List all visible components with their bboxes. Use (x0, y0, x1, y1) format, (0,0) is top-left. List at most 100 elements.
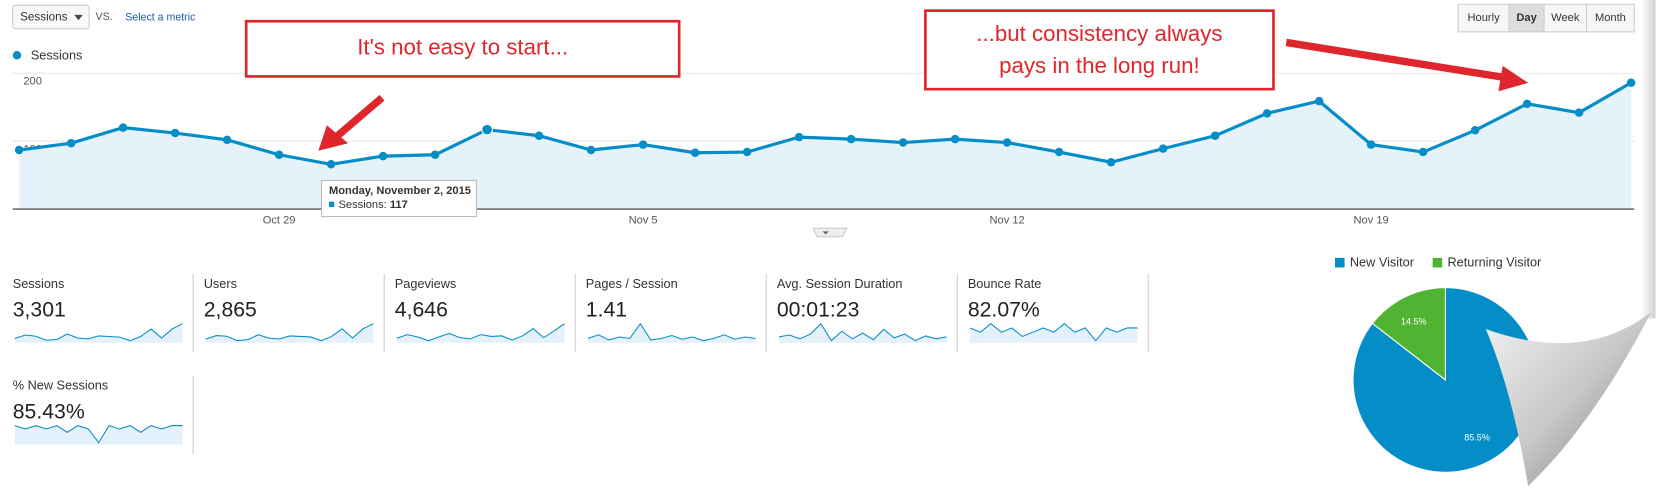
area (19, 82, 1632, 210)
callout-arrowhead (318, 125, 349, 151)
sparkline-area (396, 323, 565, 343)
callout-text: ...but consistency always (976, 21, 1222, 46)
granularity-button[interactable] (1457, 3, 1510, 33)
metric-value: 85.43% (13, 400, 85, 423)
point (1002, 138, 1012, 147)
granularity-button[interactable] (1543, 3, 1588, 33)
dropdown-arrow (74, 14, 83, 21)
metric-value: 82.07% (968, 299, 1040, 322)
metric-label: Bounce Rate (968, 276, 1042, 291)
point (1158, 144, 1168, 153)
point (1574, 108, 1584, 117)
collapse-tab[interactable] (812, 227, 848, 238)
sparkline (14, 424, 183, 444)
point (950, 134, 960, 144)
point (66, 138, 76, 148)
callout-box (244, 19, 681, 78)
page-shadow (1640, 0, 1656, 319)
sparkline (969, 323, 1138, 342)
point (1418, 147, 1428, 157)
legend-swatch (1335, 257, 1345, 268)
x-tick-label: Nov 12 (989, 215, 1024, 227)
button-label: Month (1595, 12, 1626, 24)
metric-dropdown[interactable] (12, 4, 90, 30)
point (118, 123, 128, 132)
button-label: Hourly (1468, 12, 1501, 24)
sparkline-area (205, 323, 374, 343)
tooltip-title: Monday, November 2, 2015 (329, 185, 471, 197)
button-label: Day (1516, 12, 1537, 24)
point (846, 134, 856, 144)
point (1366, 140, 1376, 149)
x-tick-label: Nov 5 (629, 215, 658, 227)
point (898, 138, 908, 147)
point (1522, 99, 1532, 109)
point (222, 135, 232, 145)
x-tick-label: Nov 19 (1353, 215, 1388, 227)
callout-arrowhead (1498, 65, 1529, 92)
sparkline-area (587, 323, 756, 343)
point (586, 145, 596, 155)
point (1314, 96, 1324, 106)
metric-value: 00:01:23 (777, 299, 860, 322)
point (170, 128, 180, 138)
point (534, 131, 544, 140)
point (326, 160, 336, 169)
sparkline (205, 323, 374, 342)
callout-text: It's not easy to start... (357, 35, 568, 60)
callout-box (924, 9, 1275, 91)
sparkline (778, 322, 947, 342)
metrics: Sessions 3,301 Users 2,865 Pageviews 4,646 Pag… (13, 273, 1149, 455)
tooltip-value: 117 (390, 199, 408, 211)
legend-label: Sessions (31, 48, 83, 63)
point (1210, 131, 1220, 140)
tooltip-swatch (328, 201, 335, 207)
point (378, 151, 388, 161)
x-tick-label: Oct 29 (263, 215, 296, 227)
tooltip: Monday, November 2, 2015 Sessions: 117 (321, 179, 478, 218)
line (18, 81, 1632, 166)
sparkline-area (14, 323, 183, 343)
point (1106, 157, 1116, 167)
tooltip-row: Sessions: 117 (339, 199, 408, 211)
sparkline-area (14, 425, 183, 445)
granularity-button[interactable] (1508, 3, 1545, 33)
point (1470, 126, 1480, 135)
sparkline (14, 323, 183, 342)
point (690, 148, 700, 157)
legend-label: New Visitor (1350, 255, 1415, 270)
legend-swatch (1432, 257, 1443, 268)
metric-label: Sessions (20, 11, 67, 24)
slice-label: 85.5% (1464, 432, 1490, 442)
metric-value: 1.41 (586, 299, 627, 322)
point (430, 150, 440, 160)
vs-label: VS. (96, 11, 113, 23)
button-label: Week (1551, 12, 1580, 24)
metric-label: Avg. Session Duration (777, 276, 903, 291)
metric-label: Users (204, 276, 237, 291)
point (1262, 109, 1272, 118)
metric-label: % New Sessions (13, 378, 108, 393)
callout-arrow (1285, 38, 1506, 82)
granularity-button[interactable] (1586, 3, 1635, 33)
legend-swatch (12, 50, 22, 60)
select-metric-link[interactable]: Select a metric (125, 11, 196, 23)
pie-slice (1371, 287, 1446, 382)
sparkline (587, 322, 756, 342)
granularity-buttons: Hourly Day Week Month (1457, 3, 1635, 33)
metric-value: 4,646 (395, 299, 448, 322)
callout-text: pays in the long run! (999, 53, 1200, 78)
slice-label: 14.5% (1401, 316, 1427, 326)
tooltip-label: Sessions: (339, 199, 387, 211)
sparkline (396, 323, 565, 342)
callout-arrow (335, 94, 385, 139)
metric-value: 3,301 (13, 299, 66, 322)
legend-label: Returning Visitor (1448, 255, 1543, 270)
metric-label: Sessions (13, 276, 65, 291)
point (1626, 78, 1636, 88)
point (1054, 147, 1064, 157)
point (638, 140, 648, 149)
point (14, 145, 24, 155)
